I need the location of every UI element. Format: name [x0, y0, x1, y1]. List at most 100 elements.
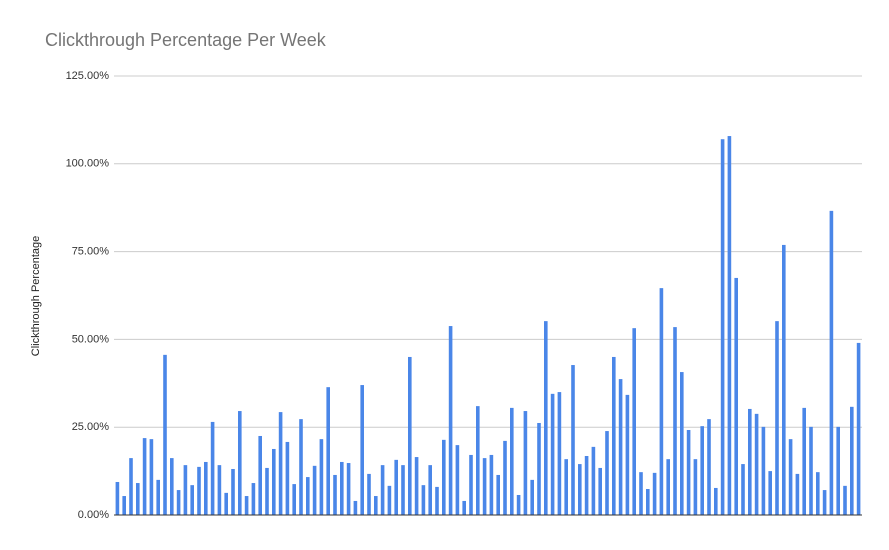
- bar: [380, 465, 385, 515]
- bar: [564, 459, 568, 515]
- bar: [129, 458, 133, 515]
- y-tick-label: 125.00%: [66, 70, 110, 82]
- bar: [367, 473, 371, 515]
- chart-title: Clickthrough Percentage Per Week: [45, 30, 327, 50]
- bar: [782, 244, 786, 516]
- bar: [210, 421, 215, 515]
- bar: [632, 328, 636, 515]
- bar: [734, 277, 738, 515]
- bar: [816, 472, 820, 515]
- bar: [666, 459, 670, 515]
- bar: [652, 472, 657, 515]
- bar: [183, 465, 188, 515]
- y-tick-label: 25.00%: [72, 421, 110, 433]
- bar: [414, 457, 419, 515]
- bar: [401, 465, 405, 515]
- bar: [115, 481, 120, 515]
- bar: [639, 472, 643, 515]
- bar: [714, 487, 718, 515]
- bar: [224, 492, 228, 515]
- bar: [319, 439, 324, 515]
- bar: [727, 136, 732, 515]
- bar: [408, 356, 412, 515]
- bar: [462, 500, 466, 515]
- bar: [258, 435, 262, 515]
- y-tick-label: 100.00%: [66, 158, 110, 170]
- bar: [537, 422, 541, 515]
- bar: [591, 446, 596, 515]
- bar: [374, 496, 378, 515]
- bar: [516, 494, 521, 515]
- bar: [285, 441, 290, 515]
- bar: [190, 485, 194, 515]
- bar: [149, 439, 154, 515]
- bar: [217, 465, 222, 515]
- bar: [523, 411, 528, 515]
- bar: [204, 461, 208, 515]
- y-tick-label: 75.00%: [72, 246, 110, 258]
- bar: [238, 411, 242, 515]
- bar: [346, 463, 351, 515]
- bar: [761, 426, 766, 515]
- bar: [122, 496, 126, 515]
- bar: [326, 387, 330, 515]
- bar: [448, 326, 453, 515]
- bar: [360, 385, 364, 515]
- bar: [292, 484, 296, 515]
- bar: [700, 426, 704, 515]
- y-axis-label: Clickthrough Percentage: [30, 236, 42, 356]
- bar: [741, 464, 745, 515]
- bar: [584, 455, 589, 515]
- bar: [550, 393, 555, 515]
- bar: [496, 474, 500, 515]
- bar: [469, 454, 473, 515]
- y-tick-label: 50.00%: [72, 333, 110, 345]
- bar: [659, 288, 664, 515]
- bar: [618, 379, 623, 515]
- bar: [170, 458, 174, 515]
- bar: [394, 459, 398, 515]
- bar: [544, 321, 548, 515]
- bar: [625, 394, 630, 515]
- bar: [312, 465, 317, 515]
- y-tick-label: 0.00%: [78, 509, 109, 521]
- bar: [136, 483, 140, 515]
- bar: [598, 467, 602, 515]
- bar: [530, 479, 534, 515]
- bar: [340, 461, 344, 515]
- bar: [251, 483, 256, 515]
- bar: [795, 473, 800, 515]
- bar: [387, 485, 392, 515]
- bar: [829, 210, 834, 516]
- bar: [455, 445, 460, 515]
- bar: [754, 413, 759, 515]
- bar: [476, 406, 480, 515]
- bar: [503, 440, 507, 515]
- bar: [822, 490, 827, 515]
- bar: [442, 439, 446, 515]
- bar: [673, 327, 677, 515]
- bar: [272, 448, 276, 515]
- bar: [163, 354, 167, 515]
- bar: [720, 139, 725, 515]
- bar: [686, 430, 691, 515]
- bar: [775, 321, 779, 515]
- bar: [353, 500, 358, 515]
- bar: [333, 474, 337, 515]
- bar: [843, 485, 847, 515]
- bar: [156, 479, 160, 515]
- bar: [578, 464, 582, 515]
- bar: [306, 477, 310, 515]
- bar: [421, 485, 426, 515]
- bar: [802, 407, 806, 515]
- bar: [646, 489, 650, 515]
- bar: [428, 465, 432, 515]
- bar: [612, 356, 616, 515]
- bar: [197, 466, 201, 515]
- bar: [748, 408, 752, 515]
- bar: [482, 458, 487, 515]
- bar: [435, 486, 439, 515]
- bar: [571, 365, 575, 515]
- bar: [809, 426, 813, 515]
